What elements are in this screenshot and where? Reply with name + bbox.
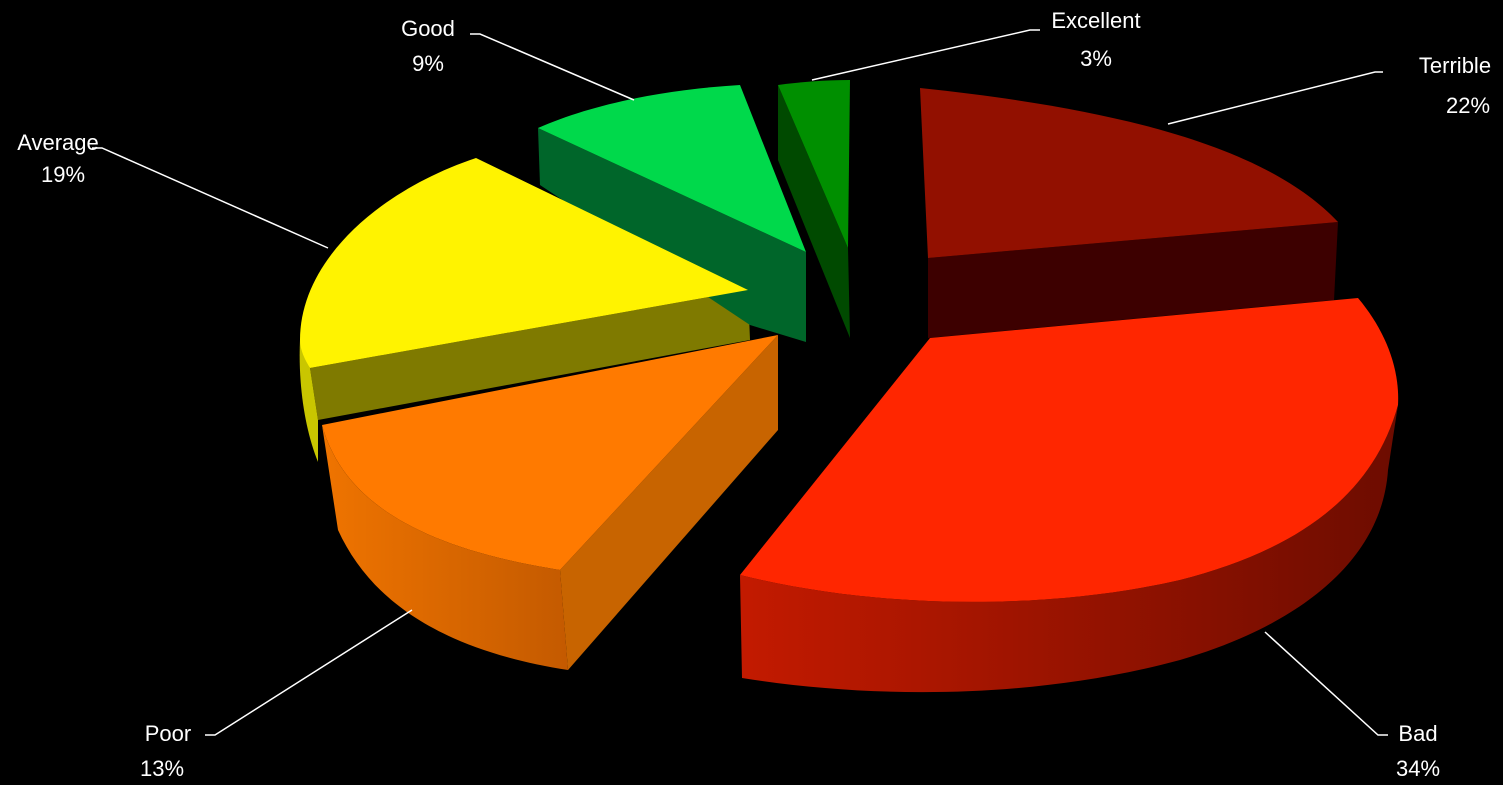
slice-excellent: [778, 80, 850, 248]
label-good-percent: 9%: [412, 51, 444, 76]
slice-terrible: [920, 88, 1338, 258]
label-poor-percent: 13%: [140, 756, 184, 780]
leader-line-excellent: [811, 29, 1040, 81]
leader-line-poor: [205, 609, 413, 736]
data-labels: Terrible 22% Bad 34% Poor 13% Average 19…: [17, 8, 1491, 781]
slice-sides: [299, 85, 1398, 693]
leader-line-average: [92, 147, 329, 249]
label-good-name: Good: [401, 16, 455, 41]
slice-average-side: [310, 290, 750, 420]
slice-good: [538, 85, 806, 252]
label-terrible-percent: 22%: [1446, 93, 1490, 118]
slice-tops: [300, 80, 1399, 602]
label-terrible-name: Terrible: [1419, 53, 1491, 78]
label-excellent-name: Excellent: [1051, 8, 1140, 33]
label-bad-name: Bad: [1398, 721, 1437, 746]
label-excellent-percent: 3%: [1080, 46, 1112, 71]
label-average-percent: 19%: [41, 162, 85, 187]
slice-average-side-edge: [299, 340, 318, 462]
leader-line-good: [470, 33, 635, 101]
label-poor-name: Poor: [145, 721, 191, 746]
slice-poor-side-cut: [560, 335, 778, 670]
label-average-name: Average: [17, 130, 99, 155]
slice-bad-side: [740, 405, 1398, 693]
slice-poor-side-outer: [322, 425, 568, 670]
slice-terrible-side: [928, 222, 1338, 338]
slice-poor: [322, 335, 778, 570]
label-bad-percent: 34%: [1396, 756, 1440, 780]
leader-line-terrible: [1167, 71, 1383, 125]
slice-bad: [740, 298, 1399, 602]
slice-excellent-side: [778, 85, 850, 338]
leader-lines: [92, 29, 1388, 736]
leader-line-bad: [1264, 631, 1388, 736]
slice-average: [300, 158, 748, 368]
